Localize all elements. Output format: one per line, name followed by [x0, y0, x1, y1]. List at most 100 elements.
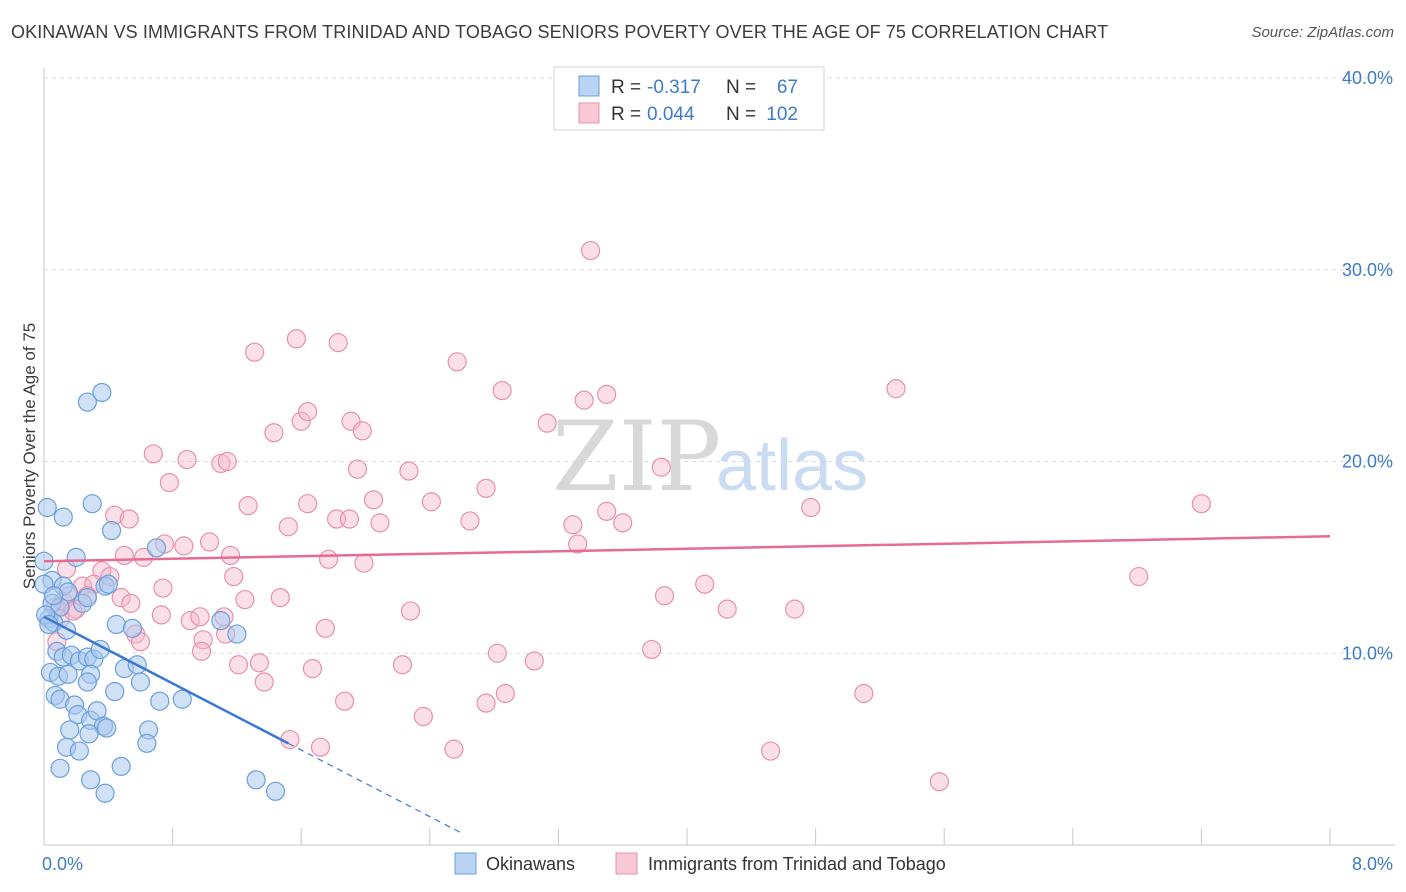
data-point-immigrants [597, 501, 617, 521]
data-point-immigrants [1191, 494, 1212, 514]
data-point-immigrants [444, 739, 464, 759]
data-point-immigrants [199, 532, 220, 552]
legend-r-label: R = [611, 77, 641, 98]
data-point-immigrants [476, 693, 496, 713]
data-point-immigrants [335, 691, 355, 711]
data-point-immigrants [121, 593, 141, 613]
data-point-immigrants [613, 513, 633, 533]
axes [43, 68, 1395, 846]
data-point-immigrants [180, 611, 200, 631]
data-point-immigrants [143, 444, 163, 464]
data-point-immigrants [476, 478, 496, 498]
data-point-immigrants [114, 545, 134, 566]
data-point-immigrants [159, 472, 179, 493]
watermark: ZIP atlas [552, 401, 868, 513]
data-point-okinawans [77, 392, 98, 412]
data-point-immigrants [217, 451, 237, 472]
legend-label-immigrants: Immigrants from Trinidad and Tobago [648, 854, 946, 874]
data-point-immigrants [460, 511, 480, 531]
data-point-okinawans [172, 689, 192, 709]
data-point-immigrants [524, 651, 544, 671]
y-tick-label: 20.0% [1342, 452, 1393, 472]
data-point-okinawans [77, 672, 98, 692]
data-point-immigrants [191, 641, 212, 661]
data-point-okinawans [77, 588, 98, 608]
data-point-okinawans [50, 758, 70, 778]
data-point-okinawans [58, 664, 78, 684]
data-point-okinawans [105, 681, 125, 702]
legend-r-value: 0.044 [647, 104, 695, 125]
data-point-immigrants [278, 517, 298, 537]
data-point-immigrants [929, 772, 949, 792]
data-point-immigrants [717, 599, 737, 619]
data-point-immigrants [153, 578, 173, 598]
legend-n-value: 67 [777, 77, 798, 98]
y-tick-label: 30.0% [1342, 260, 1393, 280]
data-point-okinawans [137, 733, 157, 753]
data-point-okinawans [66, 547, 86, 567]
legend-r-label: R = [611, 104, 641, 125]
trend-line-okinawans [43, 615, 289, 745]
x-tick-label: 8.0% [1352, 854, 1393, 874]
legend-n-label: N = [726, 77, 756, 98]
data-point-immigrants [286, 329, 306, 349]
data-point-immigrants [370, 513, 390, 533]
data-point-immigrants [315, 618, 335, 638]
data-point-immigrants [111, 588, 131, 608]
data-point-immigrants [563, 515, 583, 535]
series-okinawans [34, 382, 286, 803]
data-point-immigrants [174, 536, 194, 556]
data-point-immigrants [413, 706, 433, 727]
data-point-immigrants [492, 380, 512, 401]
data-point-okinawans [92, 382, 112, 403]
data-point-okinawans [53, 507, 73, 527]
data-point-okinawans [101, 520, 122, 541]
y-tick-label: 10.0% [1342, 643, 1393, 663]
data-point-immigrants [220, 545, 241, 566]
watermark-atlas: atlas [716, 426, 868, 506]
data-point-immigrants [291, 411, 311, 431]
data-point-immigrants [363, 490, 384, 510]
data-point-immigrants [399, 461, 419, 481]
data-point-immigrants [801, 497, 821, 518]
legend-swatch-immigrants [615, 852, 638, 875]
data-point-immigrants [235, 589, 255, 610]
data-point-immigrants [302, 658, 323, 679]
data-point-okinawans [97, 718, 117, 738]
data-point-immigrants [119, 509, 139, 529]
data-point-immigrants [597, 384, 617, 404]
data-point-okinawans [211, 611, 231, 631]
data-point-immigrants [886, 379, 906, 399]
data-point-immigrants [568, 534, 588, 554]
data-point-immigrants [854, 683, 874, 704]
trend-line-immigrants [43, 535, 1331, 563]
data-point-immigrants [580, 240, 601, 261]
legend-swatch [578, 75, 600, 97]
series-legend: Okinawans Immigrants from Trinidad and To… [454, 852, 946, 875]
data-point-immigrants [298, 402, 318, 422]
data-point-immigrants [254, 672, 274, 692]
data-point-immigrants [224, 566, 244, 587]
data-point-immigrants [151, 605, 171, 625]
x-tick-label: 0.0% [42, 854, 83, 874]
data-point-okinawans [130, 672, 151, 692]
y-tick-label: 40.0% [1342, 68, 1393, 88]
correlation-legend: R = -0.317 N = 67 R = 0.044 N = 102 [553, 66, 825, 131]
data-point-okinawans [79, 724, 99, 744]
data-point-immigrants [651, 457, 671, 477]
data-point-okinawans [98, 574, 118, 594]
data-point-immigrants [447, 352, 467, 372]
data-point-immigrants [352, 421, 372, 441]
trend-lines [43, 535, 1331, 834]
legend-swatch [578, 102, 600, 124]
data-point-immigrants [654, 586, 675, 606]
data-point-okinawans [82, 494, 102, 514]
data-point-okinawans [44, 586, 64, 606]
data-point-okinawans [81, 770, 101, 790]
data-point-immigrants [537, 413, 557, 433]
data-point-okinawans [122, 618, 143, 638]
data-point-okinawans [95, 783, 115, 803]
data-point-immigrants [495, 683, 515, 704]
watermark-zip: ZIP [552, 401, 721, 513]
